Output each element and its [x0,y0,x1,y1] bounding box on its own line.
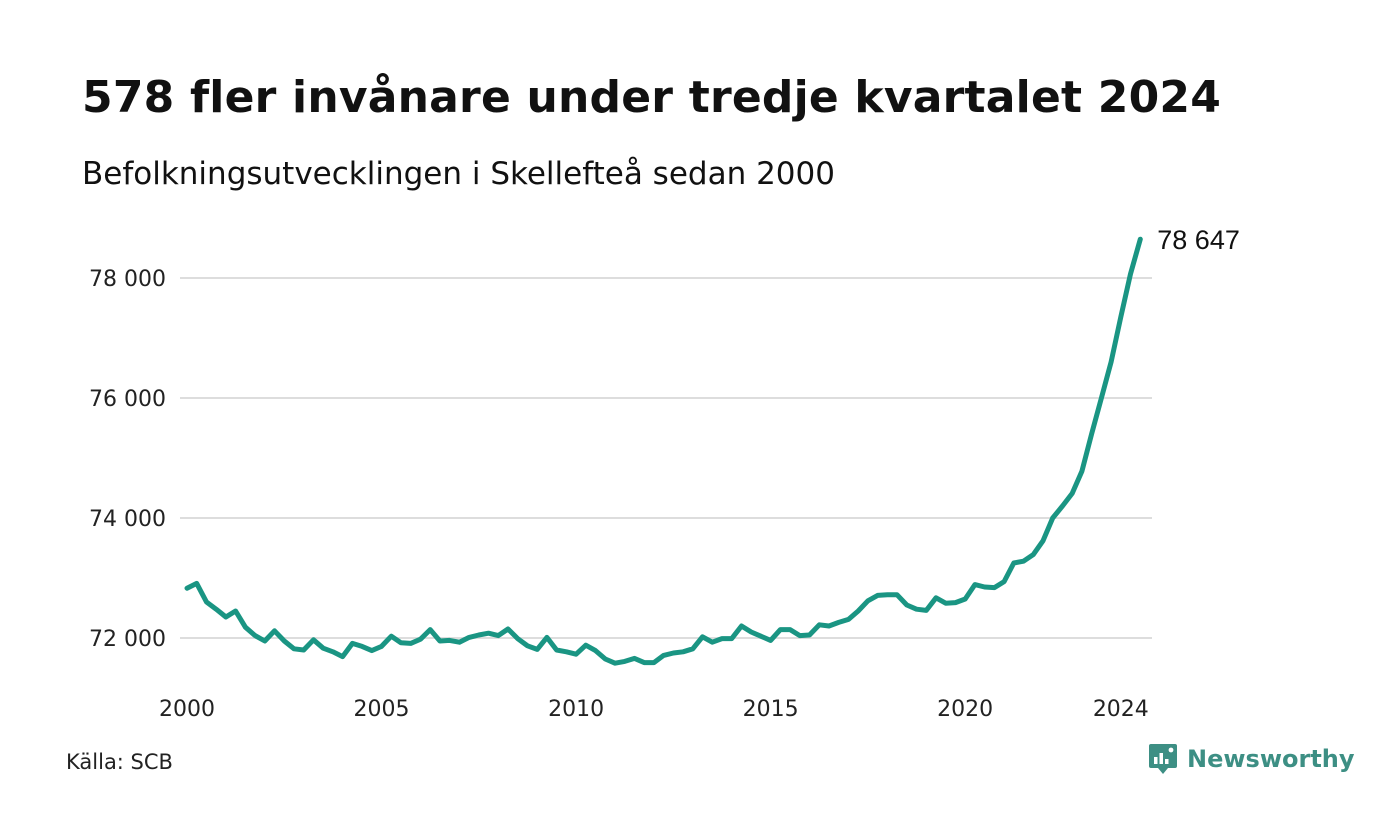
chart-title: 578 fler invånare under tredje kvartalet… [82,72,1222,123]
series-group [184,236,1143,666]
newsworthy-logo-icon [1149,744,1177,774]
y-tick-label: 78 000 [89,267,166,292]
x-axis-ticks: 2000 2005 2010 2015 2020 2024 [159,697,1149,722]
y-tick-label: 72 000 [89,627,166,652]
y-tick-label: 74 000 [89,507,166,532]
series-line [184,236,1143,666]
grid-lines [180,277,1152,639]
y-tick-label: 76 000 [89,387,166,412]
y-axis-ticks: 72 000 74 000 76 000 78 000 [89,267,166,652]
brand-logo: Newsworthy [1148,742,1355,776]
x-tick-label: 2015 [743,697,799,722]
brand-name: Newsworthy [1187,745,1355,773]
x-tick-label: 2024 [1093,697,1149,722]
end-value-label: 78 647 [1157,225,1240,255]
x-tick-label: 2000 [159,697,215,722]
x-tick-label: 2010 [548,697,604,722]
x-tick-label: 2005 [354,697,410,722]
x-tick-label: 2020 [937,697,993,722]
chart-subtitle: Befolkningsutvecklingen i Skellefteå sed… [82,156,835,192]
source-note: Källa: SCB [66,750,173,774]
